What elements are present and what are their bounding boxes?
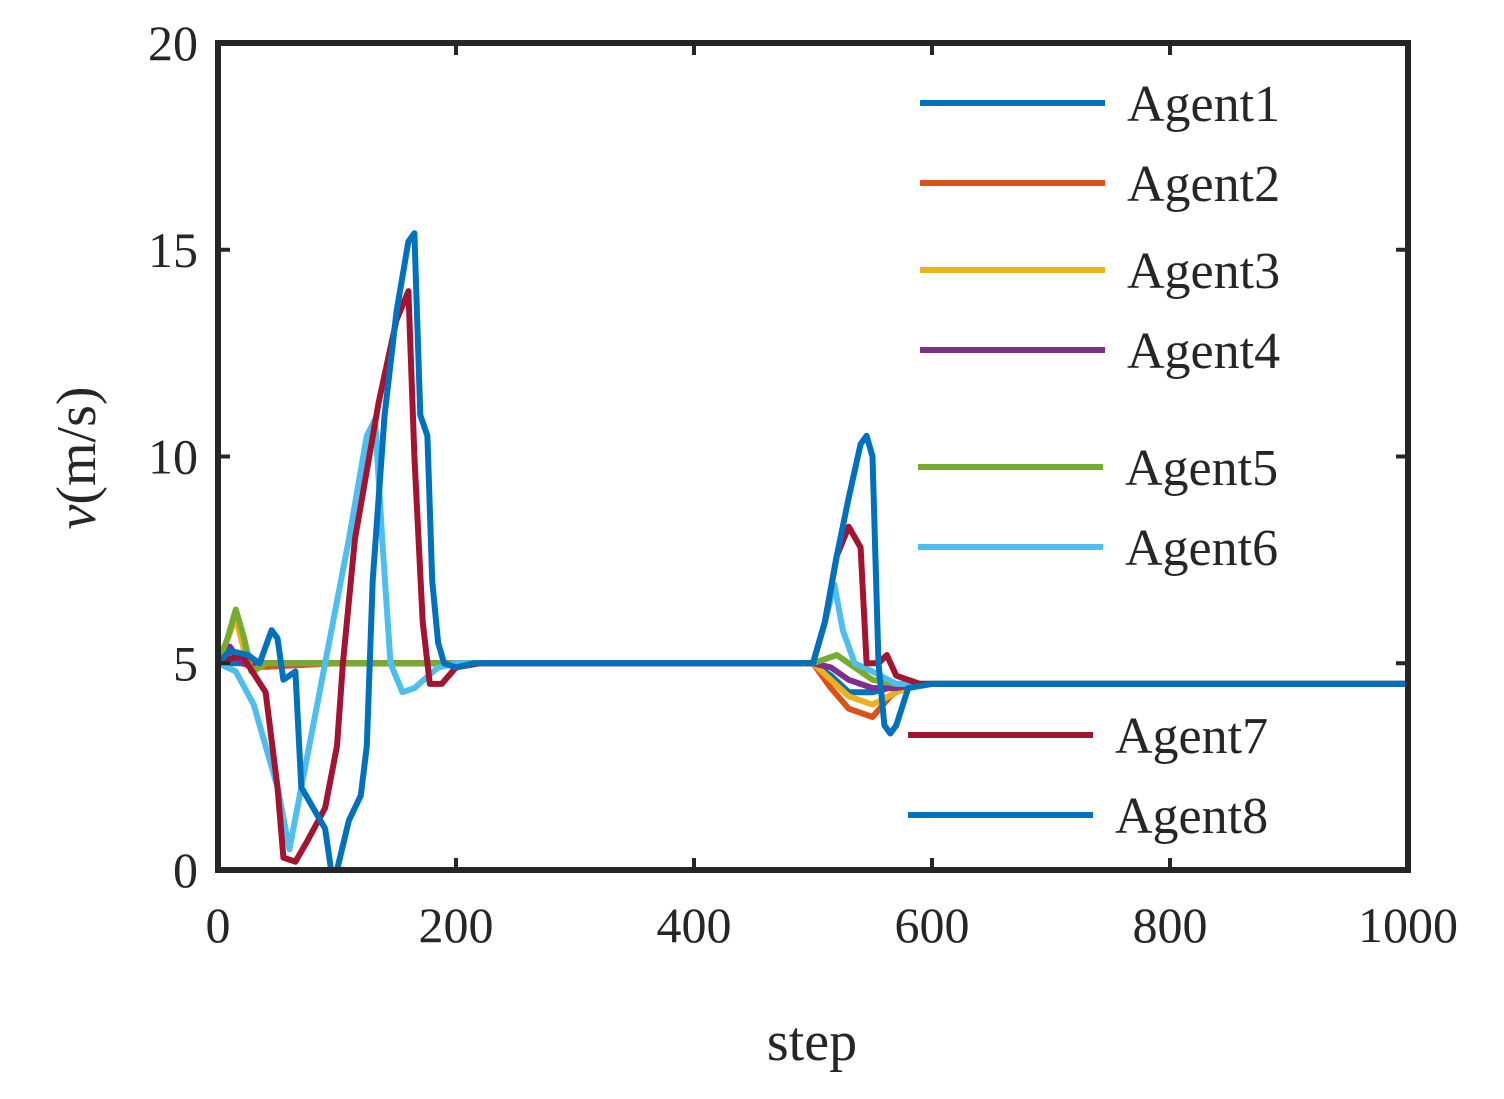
x-tick-label: 800 bbox=[1133, 897, 1208, 953]
series-line-agent6 bbox=[215, 416, 1411, 853]
y-axis-label-unit: (m/s) bbox=[46, 386, 108, 504]
x-tick-label: 200 bbox=[419, 897, 494, 953]
legend-entry-agent8: Agent8 bbox=[908, 788, 1268, 845]
y-axis-label-symbol: v bbox=[46, 505, 108, 530]
legend-entry-agent4: Agent4 bbox=[920, 323, 1280, 380]
legend: Agent1 Agent2 Agent3 Agent4 Agent5 Agent6 Agen… bbox=[908, 76, 1280, 845]
ticks-layer: 0 200 400 600 800 1000 0 5 10 15 20 bbox=[148, 15, 1458, 953]
legend-entry-agent6: Agent6 bbox=[918, 520, 1278, 577]
series-line-agent5 bbox=[215, 606, 1411, 687]
legend-label: Agent4 bbox=[1127, 323, 1280, 380]
legend-label: Agent2 bbox=[1127, 156, 1280, 213]
legend-entry-agent2: Agent2 bbox=[920, 156, 1280, 213]
x-axis-label: step bbox=[767, 1011, 857, 1073]
y-tick-label: 15 bbox=[148, 222, 198, 278]
x-tick-label: 400 bbox=[657, 897, 732, 953]
y-axis-label: v(m/s) bbox=[46, 386, 108, 529]
legend-entry-agent5: Agent5 bbox=[918, 440, 1278, 497]
legend-label: Agent3 bbox=[1127, 243, 1280, 300]
y-tick-label: 0 bbox=[173, 842, 198, 898]
y-tick-label: 5 bbox=[173, 635, 198, 691]
legend-label: Agent6 bbox=[1125, 520, 1278, 577]
legend-label: Agent1 bbox=[1127, 76, 1280, 133]
x-tick-label: 600 bbox=[895, 897, 970, 953]
x-tick-label: 1000 bbox=[1358, 897, 1458, 953]
series-line-agent7 bbox=[215, 288, 1411, 865]
y-tick-label: 20 bbox=[148, 15, 198, 71]
legend-label: Agent7 bbox=[1115, 708, 1268, 765]
legend-entry-agent3: Agent3 bbox=[920, 243, 1280, 300]
legend-entry-agent7: Agent7 bbox=[908, 708, 1268, 765]
series-line-agent8 bbox=[215, 230, 1411, 873]
legend-label: Agent8 bbox=[1115, 788, 1268, 845]
x-tick-label: 0 bbox=[206, 897, 231, 953]
series-layer bbox=[215, 230, 1411, 873]
y-tick-label: 10 bbox=[148, 429, 198, 485]
legend-entry-agent1: Agent1 bbox=[920, 76, 1280, 133]
legend-label: Agent5 bbox=[1125, 440, 1278, 497]
